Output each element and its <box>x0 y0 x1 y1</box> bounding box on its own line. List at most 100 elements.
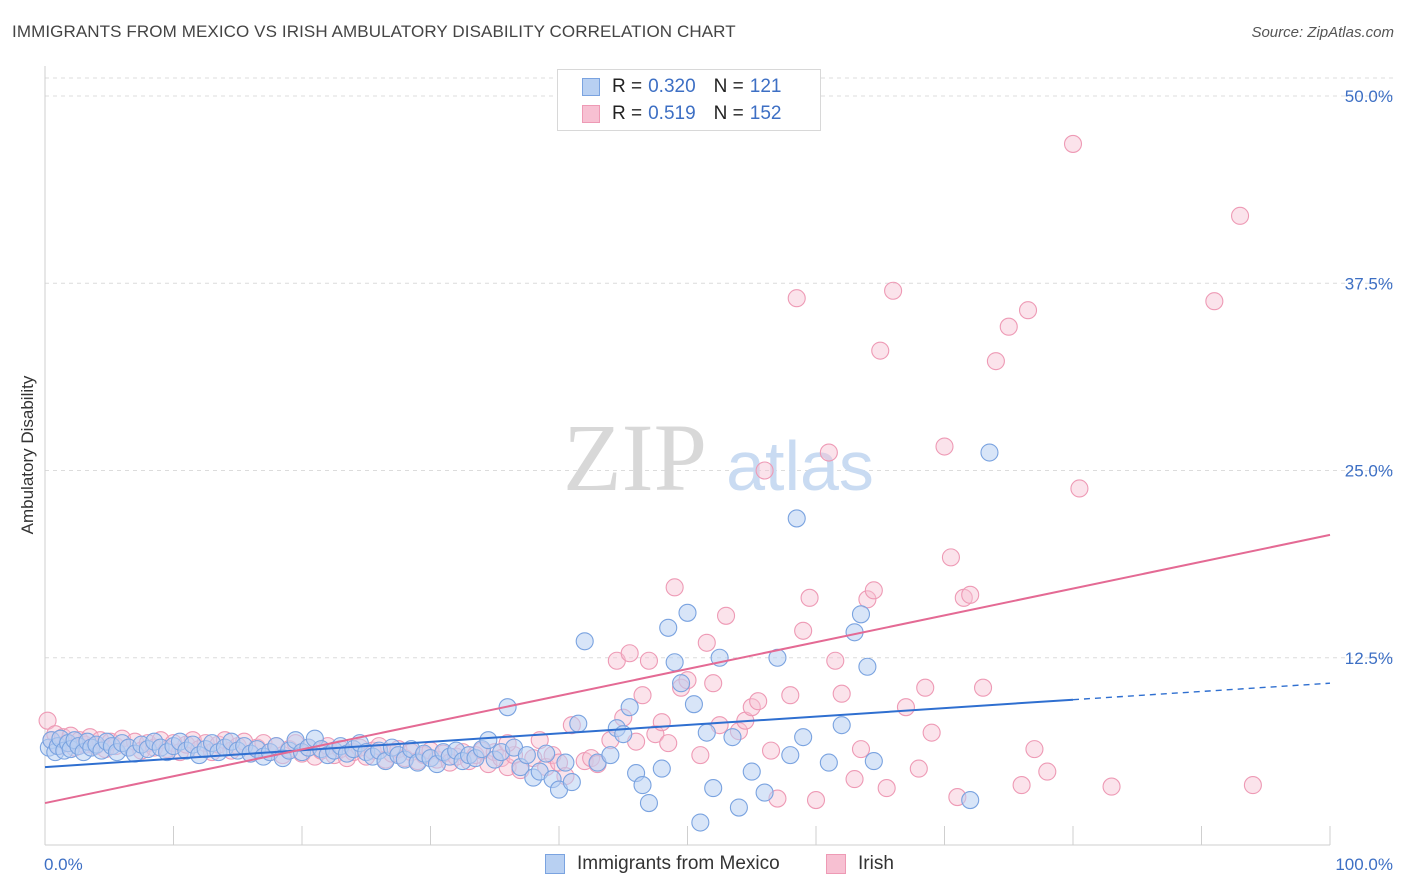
mexico-point <box>569 714 588 733</box>
mexico-point <box>639 794 659 813</box>
mexico-point <box>742 762 761 781</box>
legend-r-value: 0.320 <box>648 76 696 97</box>
legend-row-mexico: R = 0.320 N = 121 <box>582 75 781 99</box>
irish-point <box>659 734 678 753</box>
irish-point <box>1102 777 1121 796</box>
mexico-point <box>575 632 594 651</box>
irish-point <box>633 686 652 705</box>
mexico-point <box>562 773 581 792</box>
irish-point <box>620 644 639 663</box>
irish-point <box>755 461 774 480</box>
irish-point <box>896 698 916 717</box>
mexico-point <box>684 695 703 714</box>
irish-point <box>909 759 928 778</box>
mexico-point <box>672 674 691 693</box>
grid-lines <box>45 77 1395 659</box>
irish-point <box>1018 301 1038 320</box>
mexico-point <box>704 779 723 798</box>
irish-point <box>781 686 800 705</box>
mexico-point <box>479 731 498 750</box>
irish-point <box>1205 292 1224 311</box>
irish-point <box>691 746 710 765</box>
bottom-legend-label: Immigrants from Mexico <box>577 853 780 874</box>
irish-point <box>864 581 883 600</box>
irish-point <box>704 674 723 693</box>
chart-title: IMMIGRANTS FROM MEXICO VS IRISH AMBULATO… <box>12 22 736 41</box>
irish-point <box>851 740 871 759</box>
irish-point <box>787 289 806 308</box>
irish-point <box>973 678 993 697</box>
legend-n-label: N = <box>713 76 744 97</box>
mexico-point <box>755 783 774 802</box>
x-tick-label: 0.0% <box>44 855 83 874</box>
irish-point <box>716 606 736 625</box>
axes <box>44 66 1331 846</box>
legend-n-label: N = <box>713 103 744 124</box>
mexico-point <box>851 605 871 624</box>
irish-point <box>1243 776 1262 795</box>
y-tick-label: 12.5% <box>1345 649 1393 668</box>
source-label: Source: ZipAtlas.com <box>1251 24 1394 41</box>
irish-point <box>961 585 980 604</box>
legend-swatch-pink <box>582 105 600 123</box>
irish-point <box>845 770 864 789</box>
irish-point <box>999 317 1018 336</box>
irish-point <box>832 684 851 703</box>
irish-point <box>1038 762 1057 781</box>
irish-point <box>761 741 781 760</box>
irish-point <box>800 588 819 607</box>
mexico-point <box>601 746 620 765</box>
mexico-point <box>980 443 999 462</box>
tick-labels: 12.5% 25.0% 37.5% 50.0% 0.0% 100.0% <box>44 87 1393 874</box>
irish-trend-line <box>44 533 1331 805</box>
y-axis-label: Ambulatory Disability <box>18 375 37 535</box>
irish-point <box>697 633 716 652</box>
watermark-zip: ZIP <box>563 404 707 511</box>
x-tick-label: 100.0% <box>1335 855 1393 874</box>
legend-r-value: 0.519 <box>648 103 696 124</box>
mexico-points <box>39 443 999 832</box>
irish-point <box>941 548 960 567</box>
irish-point <box>1231 206 1250 225</box>
bottom-legend-swatch-pink <box>826 854 846 874</box>
mexico-point <box>961 791 980 810</box>
mexico-point <box>620 698 639 717</box>
mexico-point <box>787 509 806 528</box>
irish-point <box>665 578 684 597</box>
legend-r-label: R = <box>612 76 643 97</box>
irish-point <box>819 443 838 462</box>
mexico-point <box>665 653 684 672</box>
legend-n-value: 152 <box>749 103 782 124</box>
bottom-legend-swatch-blue <box>545 854 565 874</box>
legend-swatch-blue <box>582 78 600 96</box>
irish-point <box>916 678 935 697</box>
legend-n-value: 121 <box>749 76 782 97</box>
mexico-point <box>691 813 710 832</box>
mexico-point <box>794 728 813 747</box>
irish-point <box>858 590 877 609</box>
irish-point <box>38 711 57 730</box>
mexico-point <box>659 618 678 637</box>
irish-point <box>639 651 659 670</box>
mexico-point <box>537 744 556 763</box>
irish-point <box>922 723 941 742</box>
mexico-point <box>723 728 742 747</box>
watermark-atlas: atlas <box>726 427 874 505</box>
irish-point <box>749 692 768 711</box>
mexico-point <box>633 776 652 795</box>
irish-point <box>877 779 896 798</box>
irish-point <box>884 281 903 300</box>
legend-row-irish: R = 0.519 N = 152 <box>582 102 781 126</box>
mexico-trend-line <box>44 698 1074 769</box>
mexico-point <box>652 759 671 778</box>
y-tick-label: 50.0% <box>1345 87 1393 106</box>
mexico-point <box>858 657 877 676</box>
bottom-legend-label: Irish <box>858 853 894 874</box>
irish-point <box>1070 479 1089 498</box>
mexico-point <box>697 723 716 742</box>
mexico-point <box>729 798 748 817</box>
irish-point <box>1063 134 1083 153</box>
mexico-point <box>678 603 697 622</box>
irish-point <box>806 791 826 810</box>
